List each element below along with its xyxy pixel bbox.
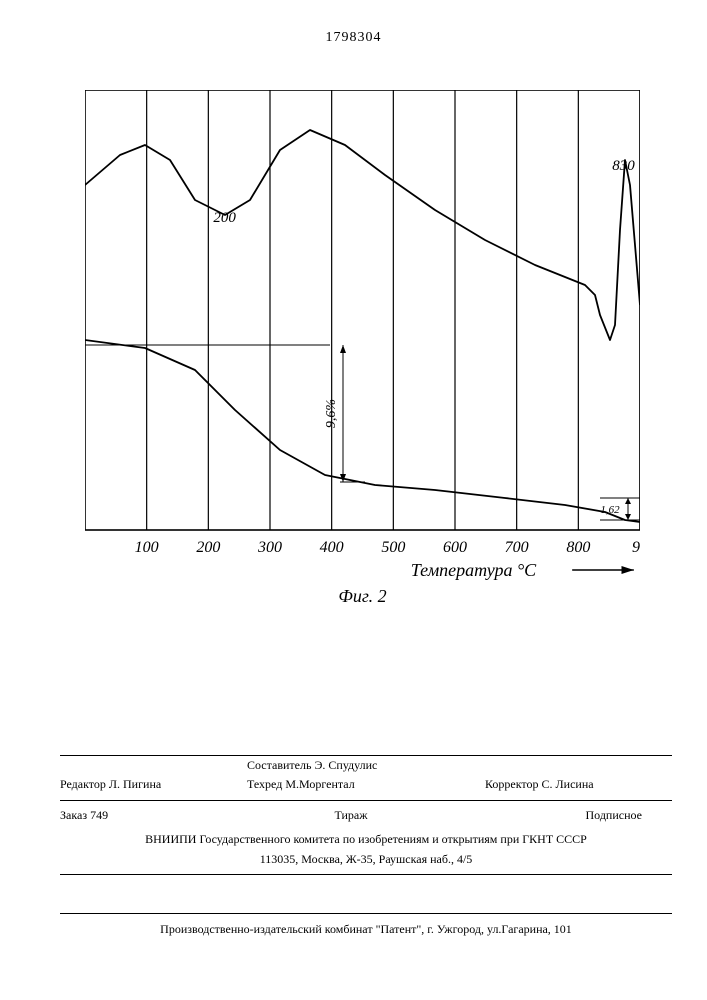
svg-text:Температура °C: Температура °C	[411, 560, 537, 580]
editor-label: Редактор	[60, 777, 106, 791]
techred-name: М.Моргентал	[285, 777, 354, 791]
order-number: 749	[90, 808, 108, 822]
svg-text:9,6%: 9,6%	[324, 399, 339, 428]
page-number: 1798304	[326, 30, 382, 46]
document-footer: Составитель Э. Спудулис Редактор Л. Пиги…	[60, 755, 672, 875]
svg-text:1,62: 1,62	[600, 504, 620, 516]
techred-label: Техред	[247, 777, 282, 791]
publisher-line: Производственно-издательский комбинат "П…	[60, 905, 672, 937]
svg-text:200: 200	[196, 539, 220, 556]
svg-text:300: 300	[257, 539, 282, 556]
order-label: Заказ	[60, 808, 87, 822]
svg-text:100: 100	[135, 539, 159, 556]
svg-text:200: 200	[213, 210, 236, 226]
svg-text:Фиг. 2: Фиг. 2	[338, 586, 386, 606]
svg-text:400: 400	[320, 539, 344, 556]
subscription-label: Подписное	[586, 808, 643, 822]
compiler-name: Э. Спудулис	[314, 758, 377, 772]
org-line2: 113035, Москва, Ж-35, Раушская наб., 4/5	[260, 852, 473, 866]
svg-text:500: 500	[381, 539, 405, 556]
corrector-label: Корректор	[485, 777, 539, 791]
svg-text:90: 90	[632, 539, 640, 556]
publisher-text: Производственно-издательский комбинат "П…	[160, 922, 572, 936]
thermal-analysis-chart: 100 200 300 400 500 600 700 800 90 Температура °C…	[85, 90, 640, 580]
compiler-label: Составитель	[247, 758, 311, 772]
corrector-name: С. Лисина	[542, 777, 594, 791]
org-line1: ВНИИПИ Государственного комитета по изоб…	[145, 832, 587, 846]
svg-text:800: 800	[566, 539, 590, 556]
svg-text:700: 700	[505, 539, 529, 556]
tirazh-label: Тираж	[334, 808, 367, 822]
editor-name: Л. Пигина	[109, 777, 161, 791]
svg-text:830: 830	[612, 158, 635, 174]
svg-text:600: 600	[443, 539, 467, 556]
